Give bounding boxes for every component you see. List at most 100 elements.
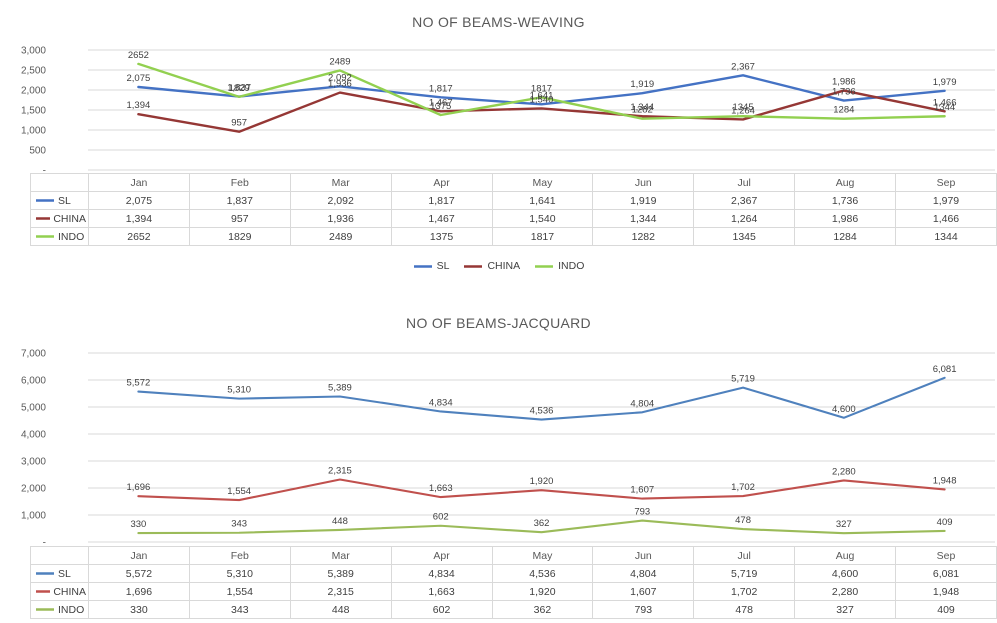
weaving-chart-block: NO OF BEAMS-WEAVING - 500 1,000 1,500 2,000 2… xyxy=(0,12,997,273)
table-value-cell: 1,554 xyxy=(188,582,291,601)
series-name-label: SL xyxy=(58,194,71,207)
data-label: 2,280 xyxy=(832,466,856,477)
data-label: 4,834 xyxy=(429,397,453,408)
series-swatch-line xyxy=(464,264,483,268)
table-value-cell: 362 xyxy=(491,600,594,619)
data-label: 5,310 xyxy=(227,385,251,396)
series-swatch-line xyxy=(36,235,54,238)
month-header: Mar xyxy=(289,173,392,192)
table-value-cell: 1,920 xyxy=(491,582,594,601)
chart-canvas-svg: - 500 1,000 1,500 2,000 2,500 3,000 2,075 1,837 2… xyxy=(21,46,995,177)
series-swatch-line xyxy=(413,264,432,268)
table-value-cell: 5,389 xyxy=(289,564,392,583)
data-label: 1,554 xyxy=(227,486,251,497)
table-value-cell: 1,986 xyxy=(794,209,896,228)
table-value-cell: 5,572 xyxy=(88,564,190,583)
data-label: 1,736 xyxy=(832,87,856,98)
series-line-china xyxy=(137,89,946,133)
data-label: 1,837 xyxy=(227,83,251,94)
data-label: 1,986 xyxy=(832,77,856,88)
table-value-cell: 6,081 xyxy=(895,564,997,583)
table-value-cell: 1375 xyxy=(390,227,493,246)
table-value-cell: 1,837 xyxy=(188,191,291,210)
y-axis-tick-label: 3,000 xyxy=(21,46,46,57)
jacquard-chart-title: NO OF BEAMS-JACQUARD xyxy=(406,315,591,331)
table-value-cell: 2,315 xyxy=(289,582,392,601)
series-swatch-line xyxy=(36,217,51,220)
table-value-cell: 602 xyxy=(390,600,493,619)
table-value-cell: 793 xyxy=(592,600,695,619)
table-value-cell: 4,600 xyxy=(794,564,896,583)
data-label: 1,919 xyxy=(630,79,654,90)
data-label: 2,092 xyxy=(328,72,352,83)
table-row-indo: INDO 2652 1829 2489 1375 1817 1282 1345 1284 1344 xyxy=(30,227,997,246)
data-label: 5,389 xyxy=(328,382,352,393)
y-axis-tick-label: 6,000 xyxy=(21,376,46,387)
series-line-sl xyxy=(137,376,946,421)
data-label: 1344 xyxy=(934,102,955,113)
series-swatch-line xyxy=(36,608,54,611)
data-label: 1,817 xyxy=(429,83,453,94)
table-value-cell: 2,280 xyxy=(794,582,896,601)
series-line-sl xyxy=(137,74,946,106)
table-value-cell: 1,817 xyxy=(390,191,493,210)
table-value-cell: 1,948 xyxy=(895,582,997,601)
table-value-cell: 5,310 xyxy=(188,564,291,583)
series-row-header: SL xyxy=(30,191,89,210)
month-header: Jul xyxy=(693,546,796,565)
y-axis-tick-label: - xyxy=(43,538,46,547)
series-name-label: INDO xyxy=(58,230,85,243)
data-label: 1,979 xyxy=(933,77,957,88)
y-axis-tick-label: 500 xyxy=(29,146,46,157)
table-value-cell: 1345 xyxy=(693,227,796,246)
series-row-header: CHINA xyxy=(30,582,89,601)
series-swatch-line xyxy=(36,199,54,202)
table-value-cell: 2,092 xyxy=(289,191,392,210)
data-label: 793 xyxy=(634,507,650,518)
series-line-china xyxy=(137,478,946,502)
table-value-cell: 478 xyxy=(693,600,796,619)
y-axis-tick-label: - xyxy=(43,166,46,174)
data-label: 1,540 xyxy=(530,94,554,105)
month-header: Feb xyxy=(188,173,291,192)
y-axis-tick-label: 2,500 xyxy=(21,66,46,77)
table-value-cell: 1,979 xyxy=(895,191,997,210)
jacquard-data-table: Jan Feb Mar Apr May Jun Jul Aug Sep SL 5,572 5,310 5… xyxy=(30,546,997,619)
y-axis-tick-label: 3,000 xyxy=(21,457,46,468)
table-value-cell: 448 xyxy=(289,600,392,619)
data-label: 1,607 xyxy=(630,485,654,496)
table-value-cell: 1,936 xyxy=(289,209,392,228)
data-label: 1,394 xyxy=(126,100,150,111)
data-label: 1,641 xyxy=(530,90,554,101)
table-row-china: CHINA 1,696 1,554 2,315 1,663 1,920 1,607 1,702… xyxy=(30,582,997,601)
data-label: 409 xyxy=(937,517,953,528)
month-header-row: Jan Feb Mar Apr May Jun Jul Aug Sep xyxy=(30,546,997,565)
series-row-header: INDO xyxy=(30,227,89,246)
table-value-cell: 1282 xyxy=(592,227,695,246)
y-axis-tick-label: 1,500 xyxy=(21,106,46,117)
data-label: 4,536 xyxy=(530,406,554,417)
data-label: 1,948 xyxy=(933,475,957,486)
weaving-plot-area: - 500 1,000 1,500 2,000 2,500 3,000 2,075 1,837 2… xyxy=(0,32,997,177)
legend-item-china: CHINA xyxy=(463,260,520,272)
table-row-indo: INDO 330 343 448 602 362 793 478 327 409 xyxy=(30,600,997,619)
data-label: 5,719 xyxy=(731,374,755,385)
month-header: Sep xyxy=(895,173,997,192)
table-value-cell: 327 xyxy=(794,600,896,619)
data-label: 1284 xyxy=(833,105,854,116)
y-axis-tick-label: 2,000 xyxy=(21,86,46,97)
data-label: 1,702 xyxy=(731,482,755,493)
month-header-row: Jan Feb Mar Apr May Jun Jul Aug Sep xyxy=(30,173,997,192)
table-value-cell: 1,663 xyxy=(390,582,493,601)
data-label: 1,920 xyxy=(530,476,554,487)
legend-label: SL xyxy=(436,260,450,272)
series-row-header: SL xyxy=(30,564,89,583)
data-label: 1,663 xyxy=(429,483,453,494)
month-header: Jan xyxy=(88,173,190,192)
table-value-cell: 1,466 xyxy=(895,209,997,228)
data-label: 478 xyxy=(735,515,751,526)
data-label: 602 xyxy=(433,512,449,523)
table-value-cell: 2,367 xyxy=(693,191,796,210)
month-header: Aug xyxy=(794,173,896,192)
table-value-cell: 1,736 xyxy=(794,191,896,210)
